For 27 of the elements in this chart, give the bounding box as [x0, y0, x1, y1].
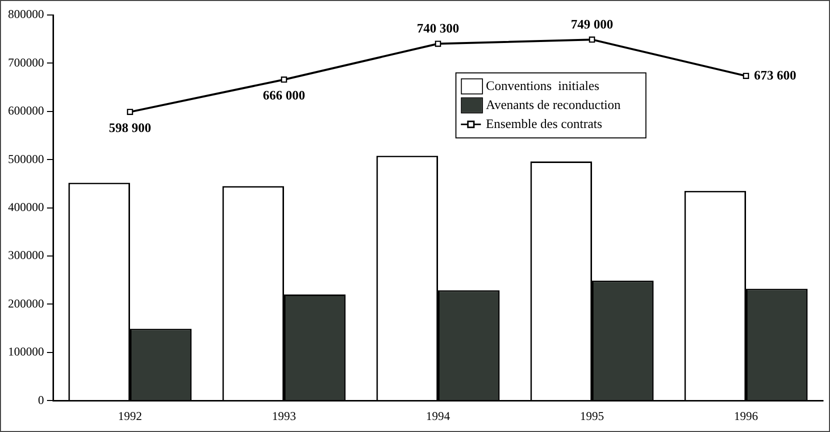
point: [434, 40, 442, 47]
data-label: 740 300: [416, 20, 460, 36]
y-tick-label: 500000: [8, 152, 44, 166]
point: [126, 108, 134, 116]
data-label: 598 900: [108, 120, 152, 135]
y-tick-label: 100000: [8, 344, 44, 359]
x-tick-label: 1994: [426, 408, 450, 423]
legend-label: Conventions initiales: [486, 78, 600, 93]
data-label: 666 000: [262, 87, 306, 102]
x-tick-label: 1996: [734, 408, 758, 423]
data-label: 673 600: [754, 67, 796, 82]
y-tick-label: 300000: [8, 248, 44, 262]
y-tick-label: 200000: [8, 296, 44, 310]
point: [742, 72, 750, 79]
legend-label: Ensemble des contrats: [486, 116, 602, 131]
legend-label: Avenants de reconduction: [486, 96, 622, 112]
x-tick-label: 1992: [118, 408, 142, 423]
data-label: 749 000: [570, 16, 614, 32]
y-tick-label: 700000: [8, 55, 44, 70]
y-tick-label: 600000: [8, 104, 44, 118]
y-tick-label: 0: [38, 392, 44, 407]
y-tick-label: 800000: [8, 7, 44, 22]
y-tick-label: 400000: [8, 200, 44, 214]
point: [588, 36, 596, 43]
point: [280, 76, 288, 83]
x-tick-label: 1993: [272, 408, 296, 423]
x-tick-label: 1995: [580, 408, 604, 423]
